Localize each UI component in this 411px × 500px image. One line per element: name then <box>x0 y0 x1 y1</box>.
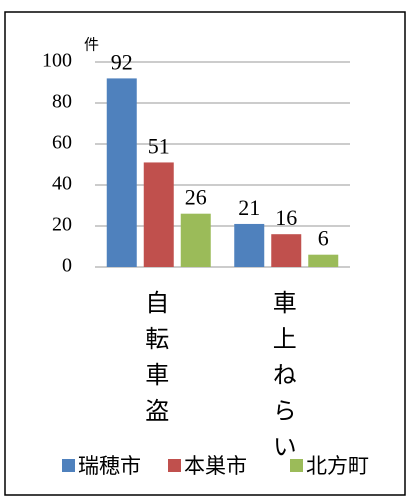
value-label: 92 <box>111 49 133 74</box>
legend-swatch <box>290 459 303 472</box>
y-unit: 件 <box>84 36 99 53</box>
y-tick-label: 20 <box>52 214 72 236</box>
value-label: 21 <box>238 195 260 220</box>
x-tick-label: 自転車盗 <box>141 290 169 434</box>
y-tick-label: 80 <box>52 91 72 113</box>
y-tick-label: 60 <box>52 132 72 154</box>
value-label: 16 <box>275 205 297 230</box>
y-tick-label: 100 <box>42 50 72 72</box>
value-label: 51 <box>148 133 170 158</box>
value-label: 6 <box>318 226 329 251</box>
bar <box>271 234 302 267</box>
legend-label: 本巣市 <box>184 454 247 478</box>
bar <box>234 223 265 267</box>
bar <box>180 213 211 267</box>
bar <box>106 78 137 268</box>
y-tick-label: 0 <box>62 255 72 277</box>
legend-label: 瑞穂市 <box>78 454 141 478</box>
bar <box>308 254 339 267</box>
bar <box>143 162 174 267</box>
legend-swatch <box>168 459 181 472</box>
legend-label: 北方町 <box>306 454 369 478</box>
legend-swatch <box>62 459 75 472</box>
value-label: 26 <box>185 185 207 210</box>
chart-frame <box>4 11 406 496</box>
y-tick-label: 40 <box>52 173 72 195</box>
x-tick-label: 車上ねらい <box>268 290 296 470</box>
